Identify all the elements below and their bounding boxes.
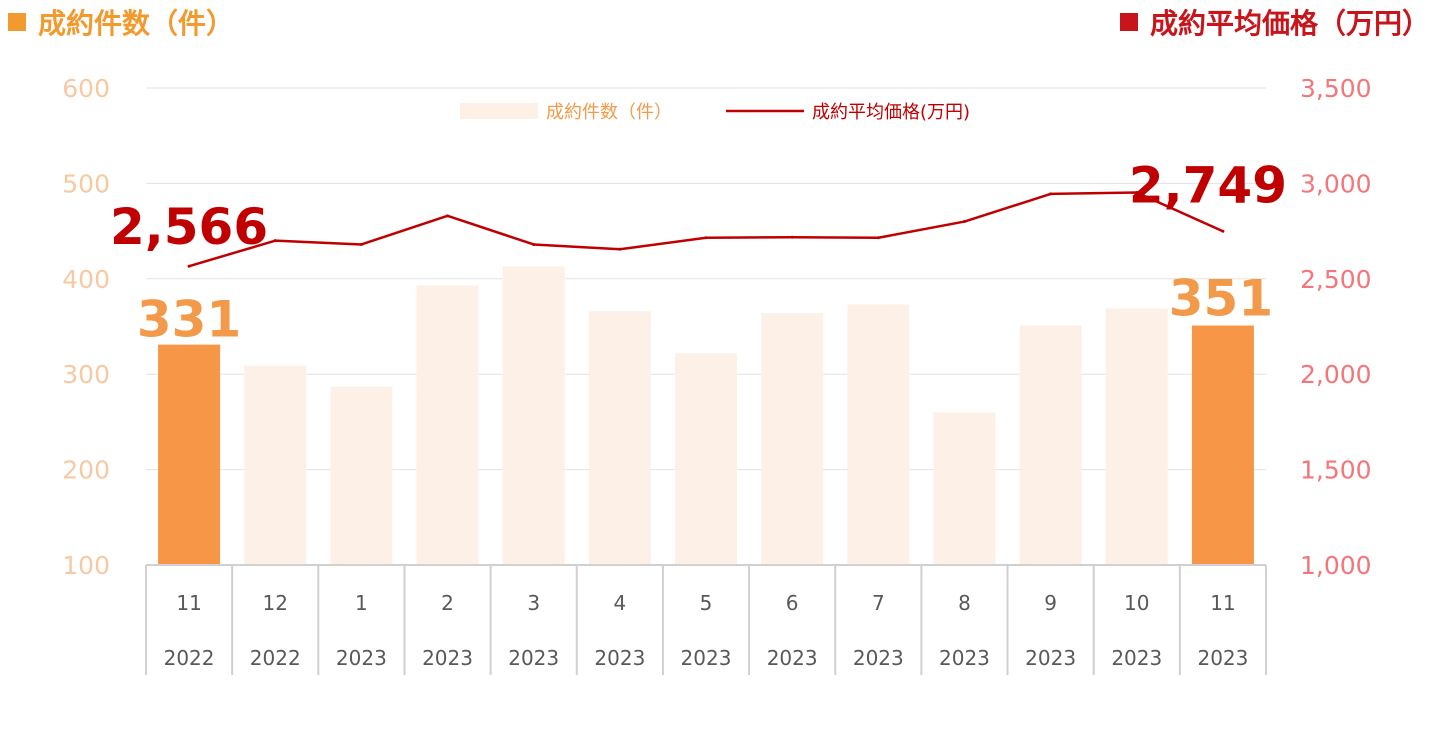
year-label: 2023 — [1111, 646, 1162, 670]
right-axis-title: 成約平均価格（万円） — [1119, 4, 1430, 44]
bar — [588, 311, 651, 565]
left-tick-label: 200 — [62, 456, 110, 485]
bar — [502, 266, 565, 565]
left-axis-title-text: 成約件数（件） — [38, 7, 235, 40]
bar — [847, 304, 910, 565]
left-tick-label: 100 — [62, 551, 110, 580]
legend-bar-swatch — [460, 103, 538, 119]
bar — [158, 344, 221, 565]
left-tick-label: 400 — [62, 265, 110, 294]
line-point — [704, 236, 708, 240]
month-label: 8 — [958, 591, 971, 615]
line-point — [618, 247, 622, 251]
bar-series — [158, 266, 1254, 565]
bar-label-last: 351 — [1169, 270, 1273, 328]
right-tick-label: 2,500 — [1300, 265, 1372, 294]
left-axis-ticks: 100 200 300 400 500 600 — [62, 74, 110, 580]
line-point — [1049, 192, 1053, 196]
year-label: 2023 — [1025, 646, 1076, 670]
bar — [933, 412, 996, 565]
bar — [1105, 308, 1168, 565]
price-line — [188, 191, 1224, 268]
year-label: 2023 — [422, 646, 473, 670]
month-label: 11 — [176, 591, 201, 615]
year-label: 2023 — [767, 646, 818, 670]
line-point — [876, 236, 880, 240]
square-icon — [8, 13, 26, 31]
line-point — [962, 220, 966, 224]
bar-label-first: 331 — [137, 291, 241, 349]
bar — [330, 386, 393, 565]
month-label: 12 — [263, 591, 288, 615]
month-label: 3 — [527, 591, 540, 615]
bar — [1191, 325, 1254, 565]
bar — [761, 313, 824, 565]
year-label: 2023 — [681, 646, 732, 670]
month-label: 10 — [1124, 591, 1149, 615]
year-label: 2023 — [508, 646, 559, 670]
month-label: 2 — [441, 591, 454, 615]
square-icon — [1119, 13, 1138, 31]
month-label: 4 — [613, 591, 626, 615]
right-axis-title-text: 成約平均価格（万円） — [1149, 7, 1430, 40]
line-point — [1135, 191, 1139, 195]
bar — [416, 285, 479, 565]
right-axis-ticks: 1,000 1,500 2,000 2,500 3,000 3,500 — [1300, 74, 1372, 580]
line-label-last: 2,749 — [1129, 156, 1287, 214]
line-point — [359, 242, 363, 246]
year-label: 2023 — [853, 646, 904, 670]
legend-line-label: 成約平均価格(万円) — [812, 102, 970, 123]
month-label: 11 — [1210, 591, 1235, 615]
month-label: 7 — [872, 591, 885, 615]
year-label: 2023 — [594, 646, 645, 670]
year-label: 2023 — [336, 646, 387, 670]
line-point — [446, 214, 450, 218]
bar — [675, 353, 737, 565]
line-series — [187, 191, 1225, 268]
year-label: 2023 — [1197, 646, 1248, 670]
left-axis-title: 成約件数（件） — [8, 4, 234, 44]
month-label: 5 — [700, 591, 713, 615]
legend: 成約件数（件） 成約平均価格(万円) — [460, 102, 970, 123]
month-label: 1 — [355, 591, 368, 615]
line-label-first: 2,566 — [110, 198, 268, 256]
line-point — [273, 239, 277, 243]
line-point — [187, 264, 191, 268]
bar — [1019, 325, 1082, 565]
x-axis: 11 2022 12 2022 1 2023 2 2023 3 2023 4 2023 5 2023 6 20… — [145, 564, 1267, 675]
right-tick-label: 1,000 — [1300, 551, 1372, 580]
legend-bar-label: 成約件数（件） — [546, 102, 672, 123]
left-tick-label: 300 — [62, 360, 110, 389]
year-label: 2022 — [250, 646, 301, 670]
line-point — [1221, 229, 1225, 233]
line-point — [532, 242, 536, 246]
year-label: 2023 — [939, 646, 990, 670]
bar — [244, 365, 307, 565]
month-label: 9 — [1044, 591, 1057, 615]
right-tick-label: 2,000 — [1300, 360, 1372, 389]
right-tick-label: 3,000 — [1300, 169, 1372, 198]
line-point — [790, 235, 794, 239]
year-label: 2022 — [164, 646, 215, 670]
left-tick-label: 500 — [62, 169, 110, 198]
right-tick-label: 1,500 — [1300, 456, 1372, 485]
left-tick-label: 600 — [62, 74, 110, 103]
month-label: 6 — [786, 591, 799, 615]
right-tick-label: 3,500 — [1300, 74, 1372, 103]
